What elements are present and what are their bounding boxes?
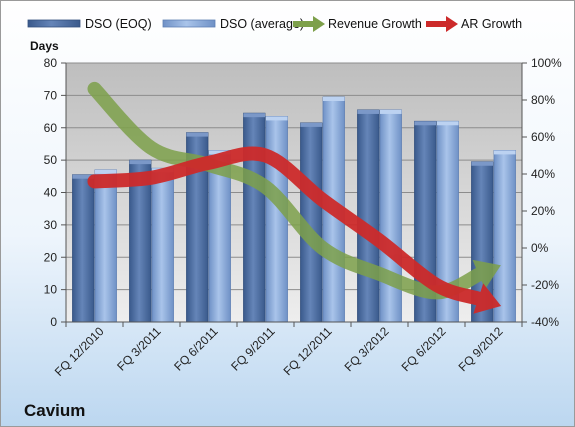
line-layer: [87, 81, 502, 314]
right-tick-label: 40%: [531, 167, 555, 181]
bar-dso-eoq: [186, 132, 209, 323]
bar-top: [266, 116, 288, 121]
right-tick-label: 0%: [531, 241, 549, 255]
bar-dso-eoq: [357, 109, 380, 323]
bar-top: [209, 150, 231, 155]
line-ar-growth: [87, 146, 486, 306]
bar-dso-average: [493, 150, 516, 323]
right-tick-label: 80%: [531, 93, 555, 107]
bar-dso-average: [436, 120, 459, 323]
bar-top: [243, 113, 265, 118]
left-tick-label: 60: [44, 121, 58, 135]
legend-item-revenue-growth: Revenue Growth: [293, 16, 422, 32]
bar-body: [493, 150, 516, 323]
right-tick-label: -20%: [531, 278, 559, 292]
bar-top: [437, 121, 459, 126]
bar-body: [357, 109, 380, 323]
left-tick-label: 10: [44, 283, 58, 297]
bar-dso-eoq: [243, 112, 266, 323]
bar-body: [243, 112, 266, 323]
bar-top: [380, 109, 402, 114]
bar-body: [94, 169, 117, 323]
right-tick-label: 20%: [531, 204, 555, 218]
series-revenue-growth: [87, 81, 501, 300]
bar-top: [323, 96, 345, 101]
bar-top: [129, 160, 151, 165]
bar-dso-average: [265, 116, 288, 323]
bar-top: [186, 132, 208, 137]
left-tick-label: 80: [44, 56, 58, 70]
left-tick-label: 20: [44, 250, 58, 264]
legend: DSO (EOQ) DSO (average) Revenue Growth A…: [27, 16, 522, 32]
legend-label-ar-growth: AR Growth: [461, 17, 522, 31]
right-tick-label: 100%: [531, 56, 562, 70]
bar-dso-eoq: [72, 174, 95, 323]
bar-dso-average: [379, 109, 402, 323]
left-tick-label: 40: [44, 186, 58, 200]
arrowhead-ar-growth: [473, 283, 502, 314]
legend-label-revenue-growth: Revenue Growth: [328, 17, 422, 31]
bar-top: [95, 169, 117, 174]
legend-arrow-head-revenue: [313, 16, 325, 32]
arrowhead-revenue-growth: [472, 259, 501, 290]
company-label: Cavium: [24, 401, 85, 420]
line-revenue-growth: [87, 81, 486, 300]
bar-dso-average: [94, 169, 117, 323]
left-axis-title: Days: [30, 39, 59, 53]
legend-arrow-head-ar: [446, 16, 458, 32]
bar-dso-average: [151, 167, 174, 323]
bar-body: [379, 109, 402, 323]
bar-top: [494, 150, 516, 155]
bar-body: [265, 116, 288, 323]
bar-top: [72, 174, 94, 179]
legend-label-dso-eoq: DSO (EOQ): [85, 17, 152, 31]
legend-item-dso-average: DSO (average): [162, 17, 304, 31]
legend-swatch-dso-eoq: [27, 19, 81, 28]
legend-label-dso-average: DSO (average): [220, 17, 304, 31]
left-tick-label: 70: [44, 88, 58, 102]
left-tick-label: 30: [44, 218, 58, 232]
series-ar-growth: [87, 146, 502, 314]
legend-item-ar-growth: AR Growth: [426, 16, 522, 32]
bar-top: [471, 161, 493, 166]
bar-body: [72, 174, 95, 323]
right-tick-label: -40%: [531, 315, 559, 329]
left-tick-label: 0: [50, 315, 57, 329]
legend-swatch-dso-average: [162, 19, 216, 28]
legend-item-dso-eoq: DSO (EOQ): [27, 17, 152, 31]
bar-body: [151, 167, 174, 323]
bar-top: [357, 109, 379, 114]
bar-top: [414, 121, 436, 126]
left-tick-label: 50: [44, 153, 58, 167]
bar-top: [300, 122, 322, 127]
right-tick-label: 60%: [531, 130, 555, 144]
